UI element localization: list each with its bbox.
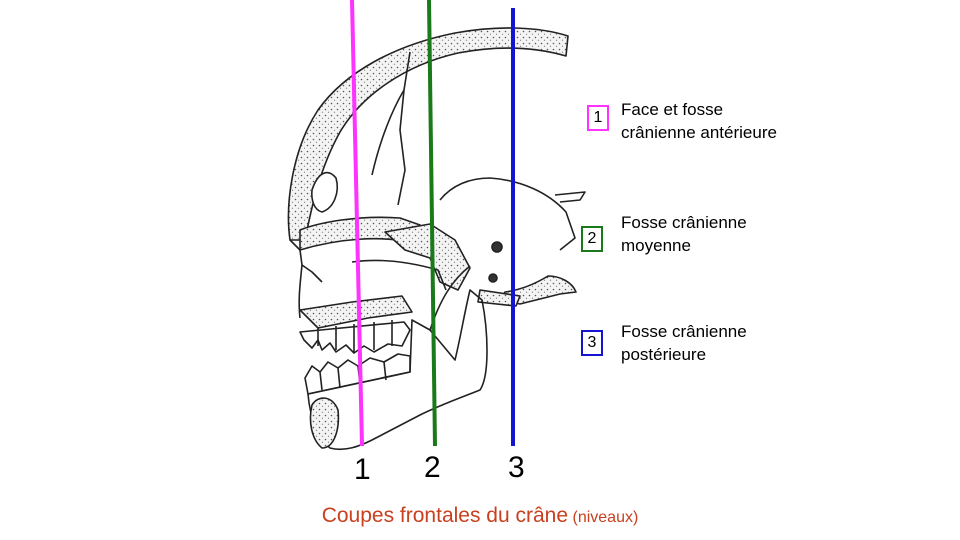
suture-line — [371, 89, 405, 176]
caption: Coupes frontales du crâne (niveaux) — [0, 504, 960, 528]
foramen — [488, 273, 498, 283]
legend-item-3: 3 Fosse crânienne postérieure — [581, 320, 821, 366]
mandible — [307, 289, 488, 451]
legend-line: Fosse crânienne — [621, 322, 747, 341]
legend-line: Fosse crânienne — [621, 213, 747, 232]
legend-line: crânienne antérieure — [621, 123, 777, 142]
legend-box-3: 3 — [581, 330, 603, 356]
section-number-2: 2 — [424, 451, 441, 484]
legend-line: moyenne — [621, 236, 691, 255]
legend-item-2: 2 Fosse crânienne moyenne — [581, 211, 821, 257]
suture-line — [397, 51, 411, 206]
legend-text-3: Fosse crânienne postérieure — [621, 320, 821, 366]
upper-teeth — [299, 320, 411, 354]
clinoid-process — [554, 191, 586, 203]
legend-line: postérieure — [621, 345, 707, 364]
legend-text-1: Face et fosse crânienne antérieure — [621, 98, 821, 144]
frontal-sinus — [311, 171, 338, 213]
legend-line: Face et fosse — [621, 100, 724, 119]
sphenoid-region — [384, 223, 471, 291]
legend-text-2: Fosse crânienne moyenne — [621, 211, 821, 257]
caption-main: Coupes frontales du crâne — [321, 504, 569, 527]
section-number-1: 1 — [354, 453, 371, 486]
legend-item-1: 1 Face et fosse crânienne antérieure — [587, 98, 821, 144]
cranial-vault — [287, 27, 569, 241]
sella-region — [439, 177, 576, 251]
zygomatic-arch — [351, 259, 447, 291]
legend-box-1: 1 — [587, 105, 609, 131]
auditory-opening — [491, 241, 503, 253]
section-line-1 — [350, 0, 364, 447]
legend-box-2: 2 — [581, 226, 603, 252]
section-number-3: 3 — [508, 451, 525, 484]
chin — [309, 397, 340, 449]
maxilla-outline — [298, 264, 303, 319]
section-line-2 — [427, 0, 437, 447]
lower-teeth — [304, 353, 411, 395]
skull-drawing — [287, 27, 586, 451]
caption-small: (niveaux) — [572, 509, 639, 526]
